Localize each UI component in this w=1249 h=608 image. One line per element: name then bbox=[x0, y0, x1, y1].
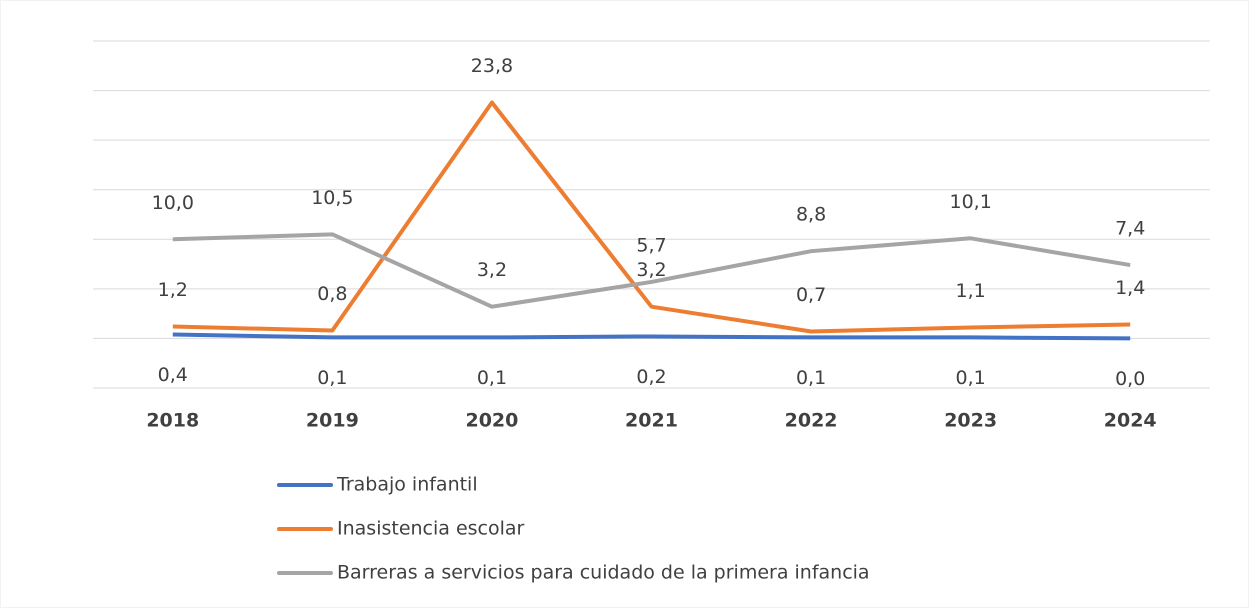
data-label: 3,2 bbox=[636, 259, 666, 281]
data-label: 23,8 bbox=[471, 55, 513, 77]
data-label: 3,2 bbox=[477, 259, 507, 281]
x-tick-label: 2020 bbox=[465, 410, 518, 432]
data-label: 0,1 bbox=[317, 367, 347, 389]
series-line bbox=[172, 332, 1131, 341]
data-label: 10,1 bbox=[949, 191, 991, 213]
x-tick-label: 2023 bbox=[944, 410, 997, 432]
data-label: 0,7 bbox=[796, 284, 826, 306]
legend-label: Inasistencia escolar bbox=[337, 518, 525, 540]
x-tick-label: 2019 bbox=[306, 410, 359, 432]
data-label: 0,4 bbox=[158, 364, 188, 386]
data-label: 0,8 bbox=[317, 283, 347, 305]
series-line bbox=[172, 232, 1131, 309]
data-label: 1,1 bbox=[956, 280, 986, 302]
x-tick-label: 2024 bbox=[1104, 410, 1157, 432]
data-label: 0,0 bbox=[1115, 368, 1145, 390]
x-tick-label: 2022 bbox=[785, 410, 838, 432]
data-label: 10,5 bbox=[311, 187, 353, 209]
data-label: 0,1 bbox=[956, 367, 986, 389]
legend-label: Barreras a servicios para cuidado de la … bbox=[337, 562, 870, 584]
data-label: 0,1 bbox=[477, 367, 507, 389]
data-label: 10,0 bbox=[152, 192, 194, 214]
x-tick-label: 2021 bbox=[625, 410, 678, 432]
data-label: 1,2 bbox=[158, 279, 188, 301]
data-label: 8,8 bbox=[796, 204, 826, 226]
data-label: 0,2 bbox=[636, 366, 666, 388]
legend-label: Trabajo infantil bbox=[336, 474, 478, 496]
data-label: 5,7 bbox=[636, 234, 666, 256]
x-tick-label: 2018 bbox=[146, 410, 199, 432]
series-line bbox=[172, 100, 1131, 334]
data-label: 0,1 bbox=[796, 367, 826, 389]
data-label: 1,4 bbox=[1115, 277, 1145, 299]
data-label: 7,4 bbox=[1115, 218, 1145, 240]
